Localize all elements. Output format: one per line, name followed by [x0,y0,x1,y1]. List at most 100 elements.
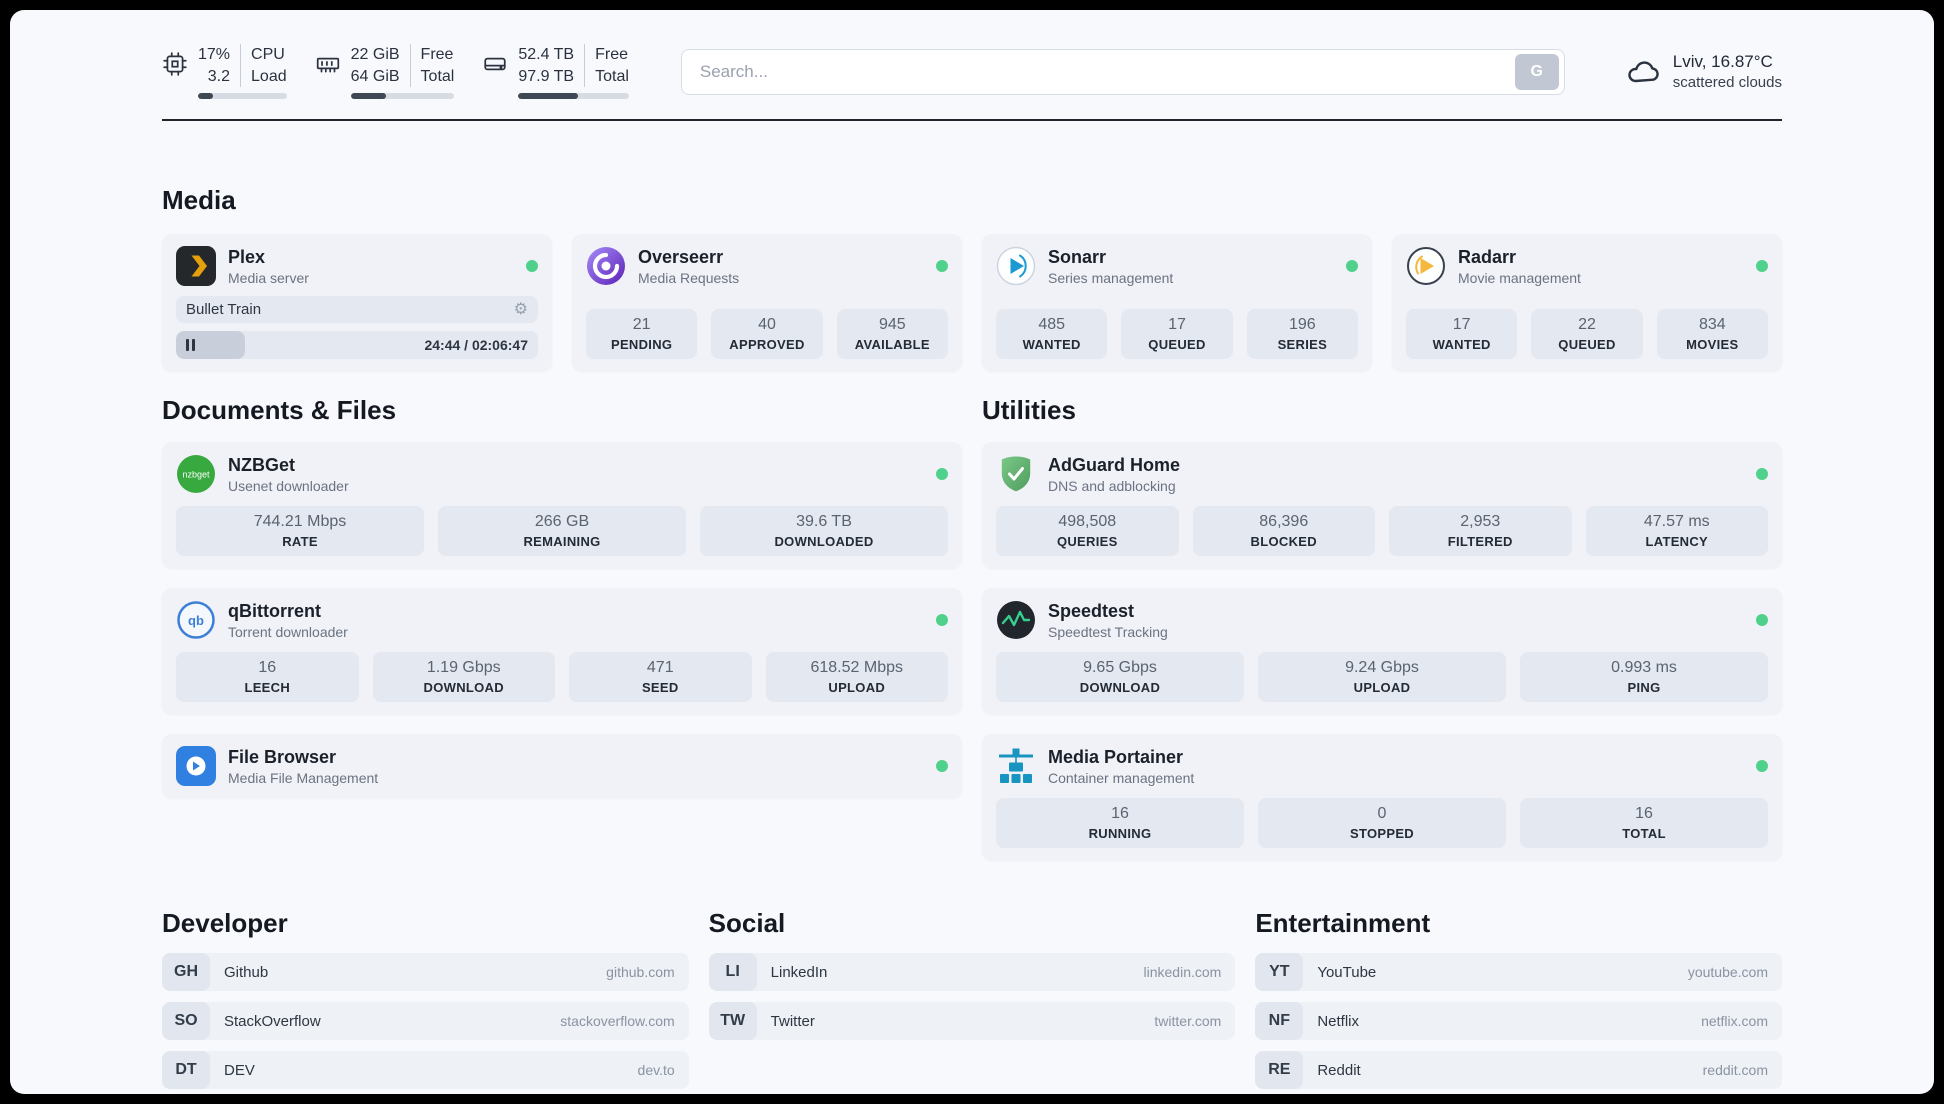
nzbget-stat-downloaded: 39.6 TB DOWNLOADED [700,506,948,557]
utilities-section: Utilities [982,395,1782,861]
stat-label: SERIES [1277,337,1328,353]
bookmark-domain: github.com [606,964,675,981]
plex-now-playing: Bullet Train ⚙ [176,296,538,324]
adguard-stat-blocked: 86,396 BLOCKED [1192,506,1375,557]
nzbget-card[interactable]: nzbget NZBGet Usenet downloader 744.21 M… [162,442,962,569]
radarr-card[interactable]: Radarr Movie management 17 WANTED 22 QUE… [1392,234,1782,372]
qbittorrent-stat-leech: 16 LEECH [176,652,359,703]
stat-value: 40 [758,316,776,334]
gear-icon[interactable]: ⚙ [513,300,528,318]
media-section-title: Media [162,185,236,216]
stat-value: 834 [1698,316,1726,334]
search-input[interactable] [697,60,1515,83]
search-provider-button[interactable]: G [1514,53,1559,90]
developer-section: Developer GH Github github.com SO StackO… [162,908,689,1090]
bookmark-domain: twitter.com [1154,1013,1222,1030]
stat-value: 16 [258,659,277,677]
stat-label: WANTED [1022,337,1081,353]
search-bar: G [680,48,1565,95]
memory-total-value: 64 GiB [350,67,400,85]
adguard-status-dot [1756,468,1768,481]
bookmark-reddit[interactable]: RE Reddit reddit.com [1255,1051,1782,1090]
bookmark-abbr: GH [162,953,210,992]
memory-free-label: Free [420,46,454,63]
bookmark-twitter[interactable]: TW Twitter twitter.com [708,1002,1236,1041]
cpu-progress-bar [198,93,287,100]
metric-divider [584,44,586,88]
bookmark-domain: reddit.com [1702,1062,1768,1079]
bookmark-domain: netflix.com [1701,1013,1768,1030]
stat-value: 17 [1168,316,1186,334]
portainer-stat-running: 16 RUNNING [996,798,1244,849]
filebrowser-name: File Browser [228,746,337,767]
documents-section-title: Documents & Files [162,395,397,426]
weather-widget[interactable]: Lviv, 16.87°C scattered clouds [1625,52,1782,91]
bookmark-name: LinkedIn [770,963,828,981]
bookmark-name: DEV [224,1061,255,1079]
adguard-card[interactable]: AdGuard Home DNS and adblocking 498,508 … [982,442,1782,569]
speedtest-name: Speedtest [1048,600,1135,621]
radarr-stat-wanted: 17 WANTED [1406,309,1518,360]
stat-label: DOWNLOADED [774,534,874,550]
cpu-percent-label: CPU [251,46,285,63]
svg-text:qb: qb [188,613,204,628]
disk-metric: 52.4 TB 97.9 TB Free Total [482,44,629,100]
stat-value: 16 [1635,805,1653,823]
bookmark-netflix[interactable]: NF Netflix netflix.com [1255,1002,1782,1041]
overseerr-card[interactable]: Overseerr Media Requests 21 PENDING 40 A… [572,234,962,372]
bookmark-abbr: LI [708,953,757,992]
bookmark-dev[interactable]: DT DEV dev.to [162,1051,689,1090]
bookmark-linkedin[interactable]: LI LinkedIn linkedin.com [708,953,1236,992]
speedtest-stat-ping: 0.993 ms PING [1520,652,1768,703]
plex-name: Plex [228,246,266,267]
sonarr-stat-queued: 17 QUEUED [1121,309,1233,360]
sonarr-name: Sonarr [1048,246,1107,267]
stat-label: AVAILABLE [854,337,930,353]
overseerr-stat-approved: 40 APPROVED [711,309,823,360]
radarr-subtitle: Movie management [1458,269,1581,286]
adguard-stat-latency: 47.57 ms LATENCY [1585,506,1768,557]
filebrowser-card[interactable]: File Browser Media File Management [162,734,962,799]
speedtest-icon [996,600,1036,640]
qbittorrent-status-dot [936,614,948,627]
bookmark-stackoverflow[interactable]: SO StackOverflow stackoverflow.com [162,1002,689,1041]
dashboard-page: 17% 3.2 CPU Load [10,10,1934,1094]
nzbget-name: NZBGet [228,454,295,475]
bookmark-github[interactable]: GH Github github.com [162,953,689,992]
bookmark-abbr: DT [162,1051,210,1090]
stat-value: 9.24 Gbps [1345,659,1419,677]
sonarr-status-dot [1346,260,1358,273]
overseerr-stat-available: 945 AVAILABLE [836,309,948,360]
portainer-subtitle: Container management [1048,769,1195,786]
plex-card[interactable]: Plex Media server Bullet Train ⚙ 24:44 /… [162,234,552,372]
bookmark-name: Reddit [1317,1061,1361,1079]
plex-icon [176,246,216,287]
memory-metric: 22 GiB 64 GiB Free Total [315,44,455,100]
filebrowser-subtitle: Media File Management [228,769,379,786]
nzbget-status-dot [936,468,948,481]
disk-free-value: 52.4 TB [518,46,575,63]
portainer-card[interactable]: Media Portainer Container management 16 … [982,734,1782,861]
stat-value: 196 [1288,316,1316,334]
bookmark-youtube[interactable]: YT YouTube youtube.com [1255,953,1782,992]
filebrowser-icon [176,746,216,787]
media-section: Media Plex Media server Bullet Train [162,185,1782,372]
cpu-load-value: 3.2 [207,67,231,85]
metric-divider [240,44,242,88]
qbittorrent-card[interactable]: qb qBittorrent Torrent downloader 16 LEE… [162,588,962,715]
cpu-icon [162,44,188,77]
sonarr-card[interactable]: Sonarr Series management 485 WANTED 17 Q… [982,234,1372,372]
stat-value: 17 [1452,316,1471,334]
stat-value: 22 [1578,316,1596,334]
speedtest-card[interactable]: Speedtest Speedtest Tracking 9.65 Gbps D… [982,588,1782,715]
stat-label: STOPPED [1350,826,1414,842]
stat-label: REMAINING [523,534,601,550]
bookmark-name: StackOverflow [224,1012,321,1030]
disk-icon [482,44,508,77]
bookmark-name: Twitter [770,1012,815,1030]
memory-free-value: 22 GiB [350,46,400,63]
bookmark-name: YouTube [1317,963,1377,981]
stat-label: PENDING [610,337,673,353]
stat-label: BLOCKED [1250,534,1317,550]
portainer-stat-stopped: 0 STOPPED [1258,798,1506,849]
